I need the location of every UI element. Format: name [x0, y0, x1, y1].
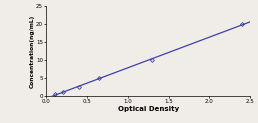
X-axis label: Optical Density: Optical Density	[118, 106, 179, 112]
Y-axis label: Concentration(ng/mL): Concentration(ng/mL)	[30, 14, 35, 88]
